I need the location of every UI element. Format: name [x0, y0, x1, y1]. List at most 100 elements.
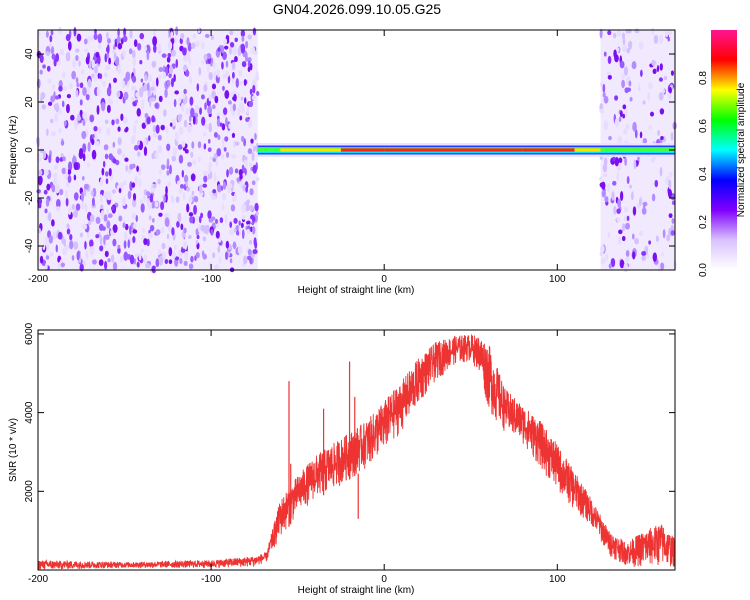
noise-blob — [127, 190, 132, 200]
spectrogram-xlabel: Height of straight line (km) — [298, 285, 415, 296]
noise-blob — [605, 253, 609, 261]
noise-blob — [652, 68, 657, 75]
noise-blob — [195, 40, 200, 47]
noise-blob — [217, 245, 221, 253]
noise-blob — [94, 65, 98, 74]
noise-blob — [106, 127, 111, 136]
noise-blob — [145, 262, 151, 269]
noise-blob — [170, 31, 174, 39]
noise-blob — [163, 194, 166, 204]
noise-blob — [233, 227, 237, 233]
noise-blob — [101, 226, 106, 231]
noise-blob — [92, 133, 95, 139]
noise-blob — [182, 94, 186, 100]
noise-blob — [642, 137, 648, 144]
noise-blob — [231, 71, 235, 79]
noise-blob — [189, 215, 194, 224]
noise-blob — [668, 172, 673, 178]
noise-blob — [188, 57, 192, 66]
noise-blob — [178, 187, 183, 194]
noise-blob — [145, 191, 151, 196]
noise-blob — [51, 219, 55, 227]
noise-blob — [201, 250, 205, 258]
noise-blob — [83, 188, 87, 197]
noise-blob — [618, 116, 622, 123]
noise-blob — [66, 223, 70, 229]
snr-frame — [37, 329, 676, 571]
noise-blob — [71, 255, 75, 261]
y-tick-label: 4000 — [24, 401, 35, 424]
noise-blob — [73, 241, 79, 250]
y-tick-label: 2000 — [24, 480, 35, 503]
noise-blob — [216, 147, 222, 157]
noise-blob — [247, 248, 252, 256]
noise-blob — [223, 147, 227, 152]
noise-blob — [41, 104, 47, 110]
noise-blob — [71, 203, 75, 210]
noise-blob — [623, 128, 628, 135]
noise-blob — [247, 118, 253, 129]
noise-blob — [611, 191, 615, 201]
noise-blob — [232, 103, 237, 112]
noise-blob — [45, 198, 50, 207]
noise-blob — [104, 234, 110, 240]
noise-blob — [117, 64, 121, 75]
noise-blob — [97, 33, 103, 44]
y-tick-label: 6000 — [24, 322, 35, 345]
noise-blob — [146, 116, 151, 125]
noise-blob — [122, 222, 126, 229]
noise-blob — [625, 250, 630, 257]
noise-blob — [148, 97, 152, 108]
noise-blob — [123, 91, 129, 101]
noise-blob — [154, 102, 159, 109]
noise-blob — [202, 236, 207, 242]
noise-blob — [84, 48, 89, 53]
noise-blob — [131, 212, 136, 219]
noise-blob — [48, 235, 53, 244]
noise-blob — [106, 86, 112, 97]
noise-blob — [255, 91, 260, 96]
noise-blob — [220, 153, 225, 160]
noise-blob — [185, 181, 189, 187]
noise-blob — [50, 30, 54, 36]
noise-blob — [198, 66, 202, 76]
noise-blob — [212, 104, 216, 110]
band-core-segment — [574, 148, 601, 152]
noise-blob — [619, 110, 623, 118]
noise-blob — [224, 90, 230, 99]
noise-blob — [95, 51, 100, 58]
noise-blob — [89, 114, 95, 123]
noise-blob — [175, 26, 179, 36]
noise-blob — [64, 189, 69, 199]
noise-blob — [246, 199, 250, 205]
noise-blob — [47, 101, 53, 106]
noise-blob — [207, 63, 210, 73]
noise-blob — [104, 72, 108, 78]
noise-blob — [619, 60, 625, 69]
colorbar-label: Normalized spectral amplitude — [736, 82, 747, 217]
noise-blob — [38, 169, 43, 176]
noise-blob — [132, 49, 136, 60]
noise-blob — [58, 128, 62, 134]
noise-blob — [180, 102, 185, 112]
noise-blob — [213, 70, 217, 81]
noise-blob — [651, 27, 655, 36]
noise-blob — [190, 173, 196, 182]
spectrogram-noise — [36, 26, 677, 274]
noise-blob — [53, 178, 58, 185]
noise-blob — [247, 148, 253, 155]
noise-blob — [116, 35, 121, 44]
noise-blob — [642, 203, 646, 213]
noise-blob — [73, 192, 79, 201]
noise-blob — [136, 151, 141, 157]
noise-blob — [123, 27, 127, 37]
noise-blob — [192, 115, 196, 125]
noise-blob — [108, 153, 113, 161]
noise-blob — [228, 100, 232, 105]
noise-blob — [135, 214, 138, 222]
noise-blob — [76, 251, 80, 261]
noise-blob — [632, 251, 636, 260]
noise-blob — [224, 136, 229, 142]
noise-blob — [623, 66, 629, 76]
noise-blob — [649, 111, 655, 117]
